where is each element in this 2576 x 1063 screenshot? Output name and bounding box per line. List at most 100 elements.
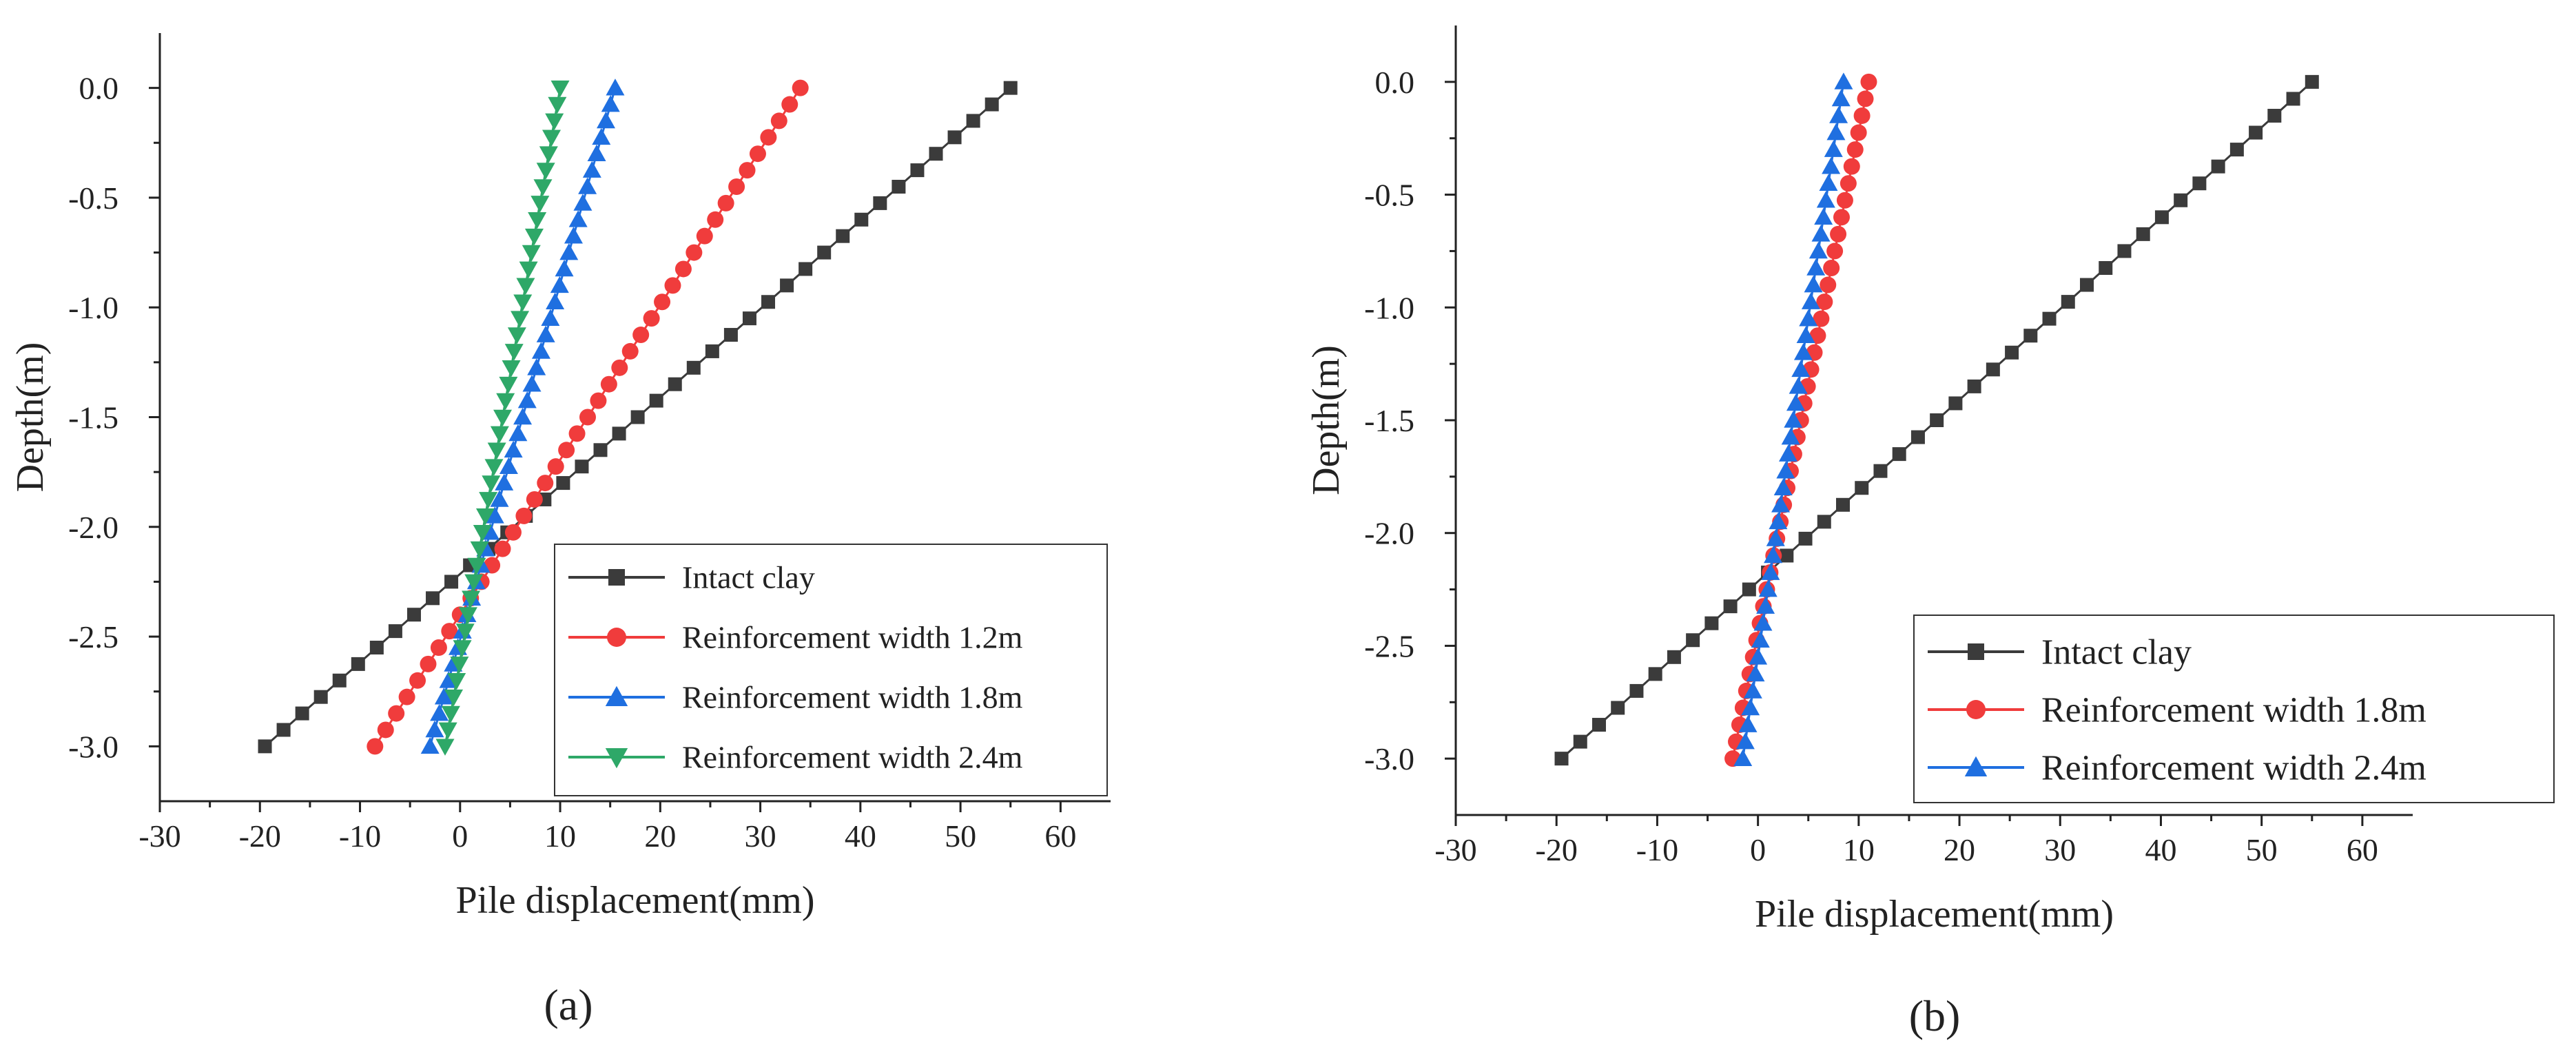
data-point	[515, 507, 533, 524]
data-point	[593, 443, 608, 457]
data-point	[1846, 141, 1864, 158]
data-point	[482, 475, 501, 493]
data-point	[1814, 207, 1833, 225]
data-point	[502, 360, 521, 378]
data-point	[377, 721, 394, 739]
y-tick-label: -2.5	[68, 619, 119, 654]
data-point	[517, 391, 537, 409]
data-point	[430, 704, 449, 721]
data-point	[892, 180, 906, 194]
data-point	[873, 196, 887, 210]
y-tick-label: 0.0	[1375, 65, 1415, 100]
y-tick-label: -2.0	[68, 510, 119, 545]
data-point	[649, 393, 663, 408]
data-point	[1796, 326, 1815, 344]
y-tick-label: -1.5	[1364, 403, 1414, 438]
data-point	[513, 408, 533, 425]
data-point	[444, 689, 464, 707]
x-tick-label: -10	[1636, 832, 1678, 867]
data-point	[548, 96, 567, 114]
data-point	[705, 344, 719, 358]
data-point	[425, 720, 444, 738]
x-tick-label: -30	[1434, 832, 1476, 867]
data-point	[545, 113, 564, 130]
x-tick-label: 60	[1044, 818, 1076, 854]
legend-marker	[608, 569, 625, 586]
chart-b: -30 -20 -10 0 10 20 30 40 50 60 0.0 -0.5 -1.0 -1.5 -2.…	[1305, 25, 2555, 1040]
data-point	[760, 129, 777, 146]
data-point	[444, 575, 459, 589]
data-point	[1830, 225, 1847, 242]
legend-entry-label: Intact clay	[682, 560, 815, 595]
data-point	[621, 342, 639, 360]
data-point	[601, 95, 620, 112]
data-point	[1820, 276, 1837, 293]
data-point	[1930, 413, 1944, 427]
data-point	[632, 327, 650, 344]
data-point	[2099, 260, 2113, 275]
data-point	[568, 210, 588, 227]
data-point	[1826, 242, 1844, 260]
data-point	[2192, 176, 2207, 191]
data-point	[1816, 191, 1835, 208]
data-point	[1892, 447, 1906, 462]
x-tick-label: 20	[1944, 832, 1975, 867]
x-tick-label: 50	[945, 818, 976, 854]
data-point	[547, 458, 564, 475]
data-point	[742, 311, 756, 326]
data-point	[592, 127, 611, 145]
data-point	[530, 196, 550, 213]
data-point	[1786, 393, 1805, 411]
data-point	[487, 442, 506, 460]
data-point	[1824, 140, 1843, 157]
legend-marker	[1968, 643, 1984, 660]
panel-label: (b)	[1909, 991, 1961, 1040]
y-tick-label: 0.0	[79, 71, 119, 106]
data-point	[1855, 481, 1869, 495]
data-point	[522, 245, 541, 262]
data-point	[1686, 633, 1700, 648]
x-tick-label: -20	[1536, 832, 1578, 867]
data-point	[546, 292, 565, 310]
data-point	[1831, 89, 1851, 107]
data-point	[1591, 718, 1606, 732]
data-point	[2305, 74, 2319, 89]
data-point	[910, 163, 925, 178]
data-point	[526, 491, 543, 508]
data-point	[817, 245, 832, 260]
data-point	[1773, 478, 1793, 496]
data-point	[1806, 258, 1826, 276]
data-point	[1766, 529, 1785, 546]
panel-label: (a)	[544, 980, 593, 1029]
y-tick-label: -1.0	[1364, 290, 1414, 325]
data-point	[495, 473, 514, 491]
data-point	[1764, 546, 1783, 564]
data-point	[966, 114, 980, 128]
data-point	[550, 80, 570, 98]
data-point	[453, 640, 472, 657]
data-point	[479, 492, 498, 509]
y-tick-label: -2.5	[1364, 628, 1414, 663]
data-point	[524, 228, 544, 246]
data-point	[761, 295, 776, 309]
data-point	[1667, 650, 1681, 664]
data-point	[2136, 227, 2150, 241]
data-point	[398, 688, 415, 705]
series-1	[367, 79, 809, 755]
x-tick-label: 10	[1843, 832, 1875, 867]
data-point	[388, 624, 402, 639]
data-point	[504, 524, 522, 541]
data-point	[2080, 278, 2094, 292]
data-point	[435, 739, 455, 756]
data-point	[1843, 158, 1860, 175]
data-point	[367, 738, 384, 755]
data-point	[1784, 411, 1803, 428]
data-point	[1809, 241, 1828, 259]
y-tick-label: -0.5	[68, 180, 119, 216]
legend-entry-label: Reinforcement width 1.8m	[2041, 691, 2426, 730]
data-point	[536, 325, 555, 342]
data-point	[723, 328, 738, 342]
data-point	[1853, 107, 1871, 124]
data-point	[1554, 752, 1569, 766]
data-point	[2267, 108, 2282, 123]
